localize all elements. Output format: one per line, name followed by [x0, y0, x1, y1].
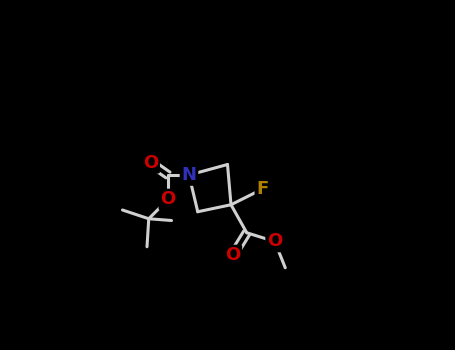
Text: F: F — [256, 180, 268, 198]
Text: N: N — [182, 166, 197, 184]
Text: O: O — [160, 190, 176, 209]
Text: O: O — [143, 154, 158, 172]
Text: O: O — [267, 232, 283, 251]
Text: O: O — [225, 246, 240, 265]
